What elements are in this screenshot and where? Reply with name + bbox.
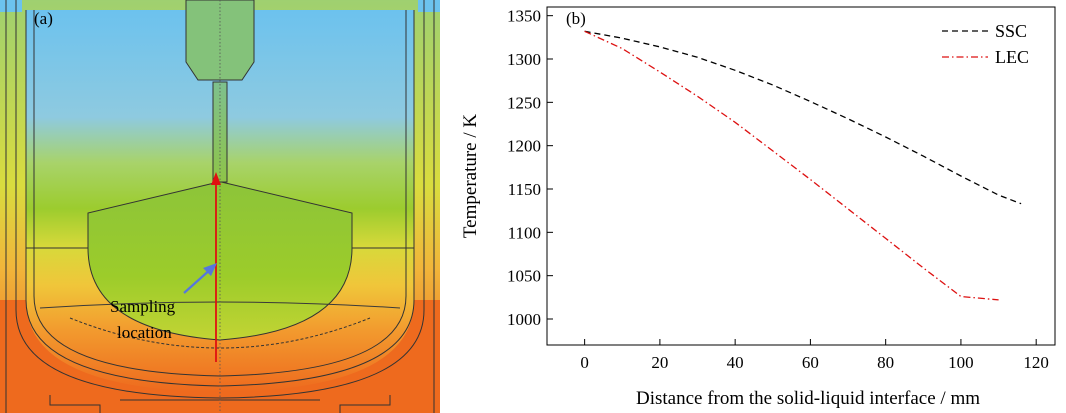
annotation-arrowhead: [203, 263, 217, 276]
x-tick-label-1: 20: [651, 353, 668, 372]
y-tick-label-0: 1000: [507, 310, 541, 329]
x-tick-label-2: 40: [727, 353, 744, 372]
series-layer: [584, 30, 1022, 301]
y-tick-label-7: 1350: [507, 7, 541, 26]
series-line-ssc: [584, 30, 1022, 205]
temperature-field-panel: (a) Sampling location: [0, 0, 440, 413]
panel-a-label: (a): [34, 9, 53, 28]
sampling-path-arrowhead: [211, 172, 221, 185]
x-tick-label-4: 80: [877, 353, 894, 372]
plot-frame: [546, 6, 1056, 346]
x-tick-label-5: 100: [948, 353, 974, 372]
top-right-cap: [418, 0, 440, 12]
temperature-chart: 1000 1050 1100 1150 1200 1250 1300 1350 0 20 40 60…: [460, 6, 1056, 409]
legend: SSC LEC: [942, 21, 1029, 67]
y-tick-label-3: 1150: [508, 180, 541, 199]
y-tick-label-5: 1250: [507, 93, 541, 112]
y-tick-label-1: 1050: [507, 267, 541, 286]
annotation-line-1: Sampling: [110, 297, 176, 316]
panel-b-label: (b): [566, 9, 586, 28]
y-tick-label-2: 1100: [508, 223, 541, 242]
y-axis-title: Temperature / K: [460, 114, 481, 239]
x-axis-title: Distance from the solid-liquid interface…: [636, 388, 980, 409]
y-tick-label-4: 1200: [507, 137, 541, 156]
legend-label-lec: LEC: [995, 47, 1029, 67]
series-line-lec: [584, 30, 999, 301]
x-tick-label-0: 0: [580, 353, 589, 372]
annotation-line-2: location: [117, 323, 172, 342]
y-tick-label-6: 1300: [507, 50, 541, 69]
legend-label-ssc: SSC: [995, 21, 1027, 41]
top-left-cap: [0, 0, 22, 12]
x-tick-label-3: 60: [802, 353, 819, 372]
y-axis: 1000 1050 1100 1150 1200 1250 1300 1350: [507, 7, 553, 329]
x-axis: 0 20 40 60 80 100 120: [580, 339, 1049, 372]
x-tick-label-6: 120: [1023, 353, 1049, 372]
seed-neck: [212, 81, 228, 183]
